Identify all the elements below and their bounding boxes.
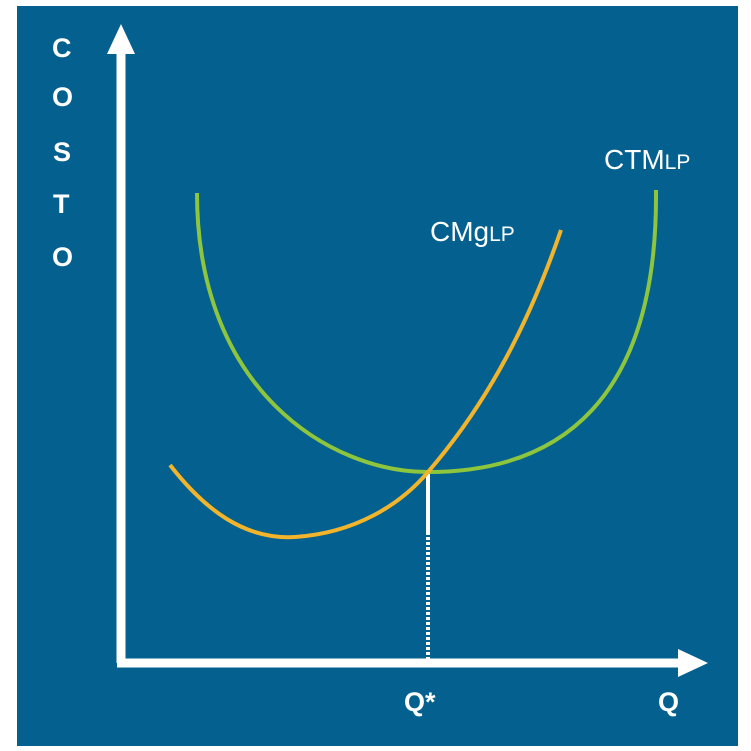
marginal-cost-curve <box>168 229 563 540</box>
average-cost-curve-label: CTMLP <box>604 144 690 175</box>
y-axis-letter-1: C <box>52 33 72 63</box>
x-axis-arrowhead <box>678 649 708 677</box>
y-axis-letter-4: T <box>53 189 70 219</box>
marginal-cost-curve-label: CMgLP <box>430 216 515 247</box>
y-axis-arrowhead <box>107 24 135 54</box>
y-axis-letter-3: S <box>53 137 71 167</box>
y-axis-letter-5: O <box>52 242 73 272</box>
y-axis-letter-2: O <box>52 82 73 112</box>
x-axis-label: Q <box>658 687 679 717</box>
q-star-label: Q* <box>404 687 436 717</box>
